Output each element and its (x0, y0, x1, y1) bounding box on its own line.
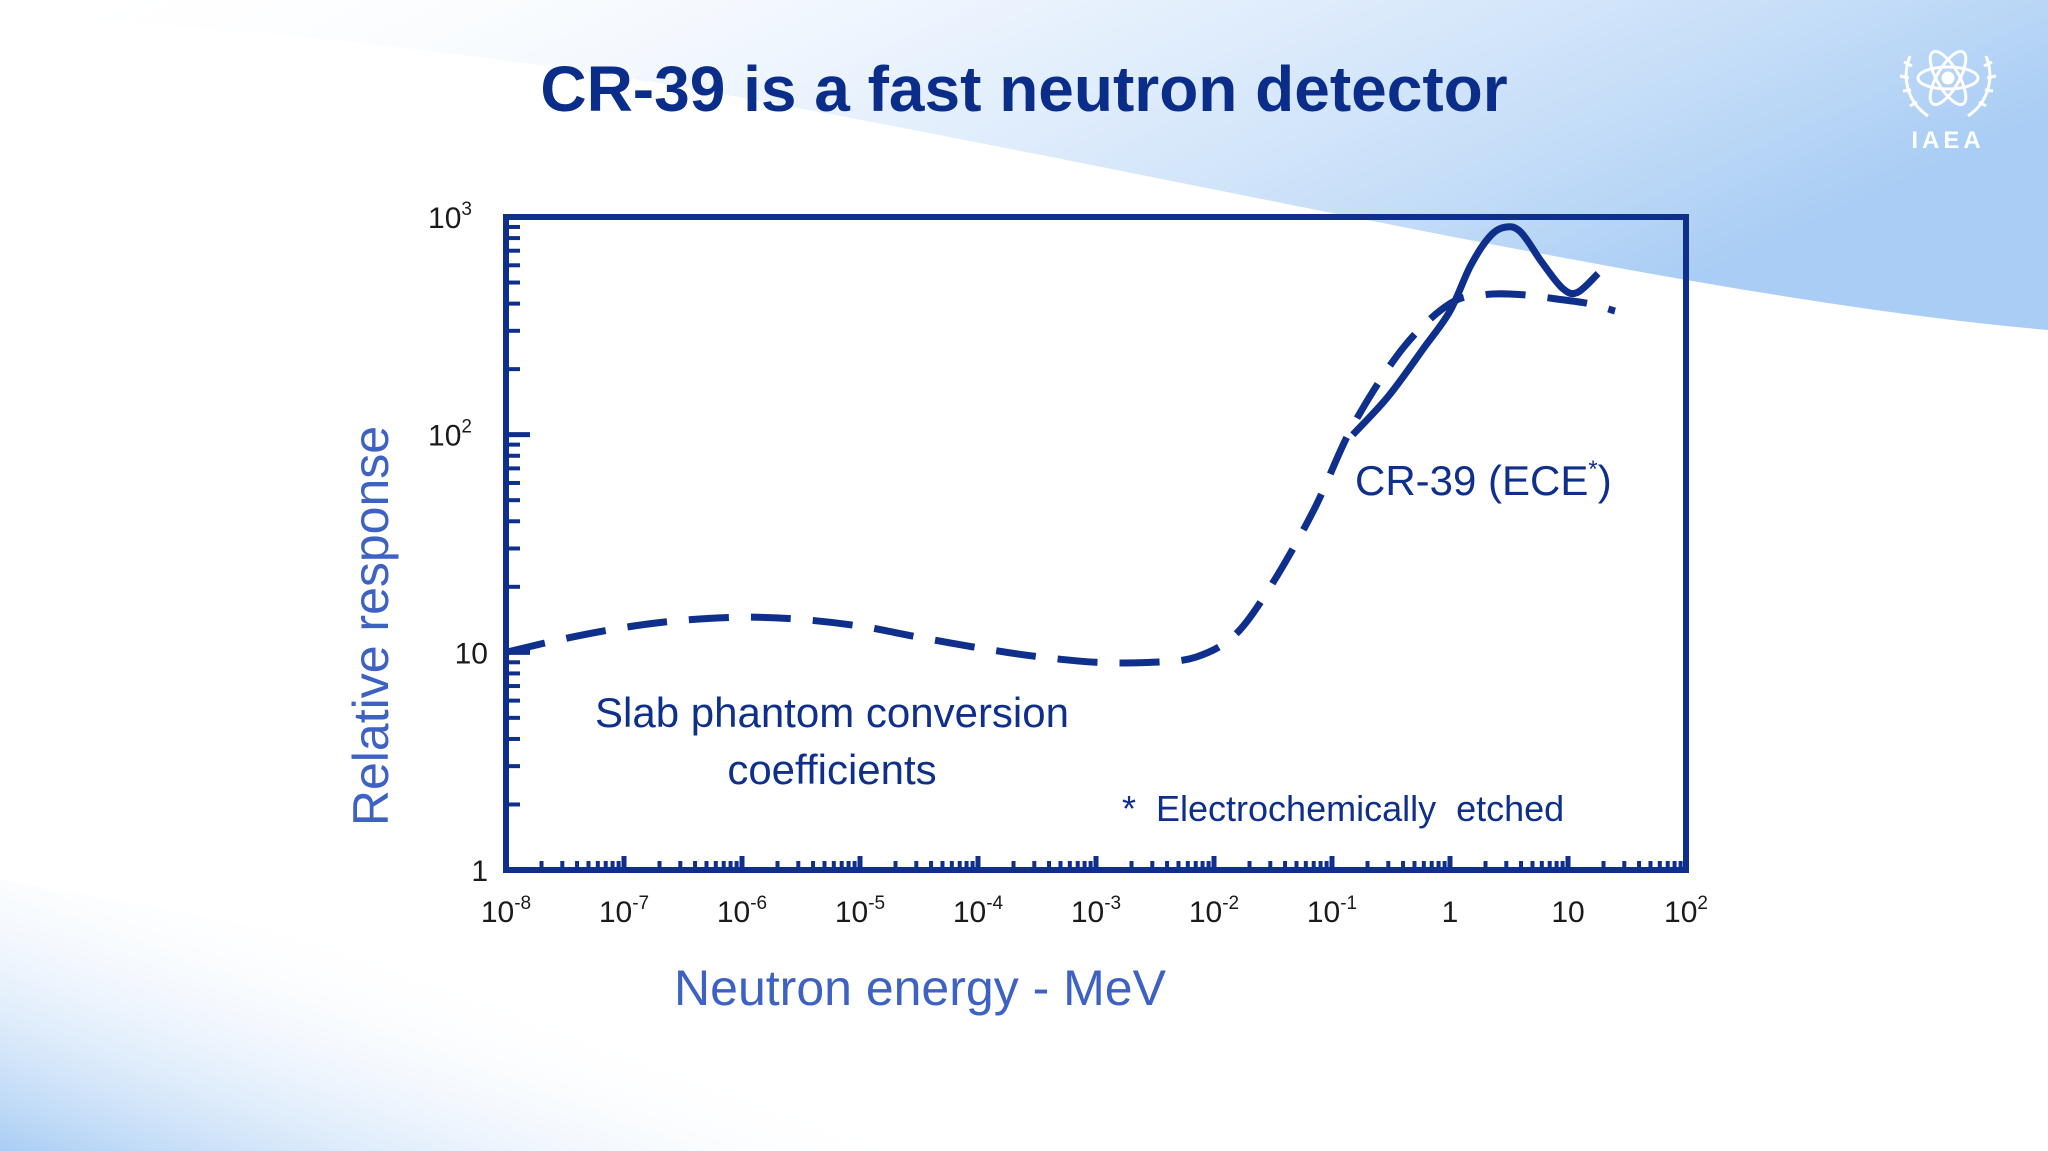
x-axis-label: Neutron energy - MeV (674, 960, 1167, 1016)
y-tick-label: 10 (455, 637, 488, 670)
cr39-annotation-sup: * (1588, 456, 1597, 483)
x-tick-label: 10-2 (1189, 893, 1239, 929)
y-tick-label: 102 (428, 417, 472, 453)
iaea-logo: IAEA (1899, 49, 1997, 154)
x-tick-label: 10-4 (953, 893, 1004, 929)
x-tick-label: 10-5 (835, 893, 885, 929)
x-tick-label: 10-3 (1071, 893, 1121, 929)
y-tick-label: 1 (471, 855, 488, 888)
cr39-annotation-close: ) (1598, 457, 1612, 504)
cr39-annotation-main: CR-39 (ECE (1355, 457, 1588, 504)
x-tick-label: 1 (1442, 896, 1459, 929)
slide-title: CR-39 is a fast neutron detector (540, 53, 1508, 125)
cr39-curve (1350, 223, 1601, 438)
slab-annotation-line2: coefficients (727, 746, 936, 793)
x-tick-label: 10-6 (717, 893, 767, 929)
footnote: * Electrochemically etched (1122, 788, 1564, 829)
x-tick-label: 10-7 (599, 893, 649, 929)
x-tick-label: 102 (1664, 893, 1708, 929)
y-axis-label: Relative response (343, 426, 399, 826)
x-tick-label: 10 (1551, 896, 1584, 929)
x-tick-label: 10-8 (481, 893, 531, 929)
plot-frame (503, 214, 1689, 873)
slab-annotation-line1: Slab phantom conversion (595, 689, 1069, 736)
chart-plot-area: 10-8 10-7 10-6 10-5 10-4 10-3 10-2 10-1 1 10 102 1 1… (428, 199, 1708, 929)
x-tick-label: 10-1 (1307, 893, 1357, 929)
logo-text: IAEA (1911, 127, 1984, 154)
cr39-annotation: CR-39 (ECE*) (1355, 456, 1612, 504)
atom-laurel-emblem-icon (1899, 49, 1997, 118)
y-tick-label: 103 (428, 199, 472, 235)
slab-phantom-curve (505, 290, 1616, 667)
